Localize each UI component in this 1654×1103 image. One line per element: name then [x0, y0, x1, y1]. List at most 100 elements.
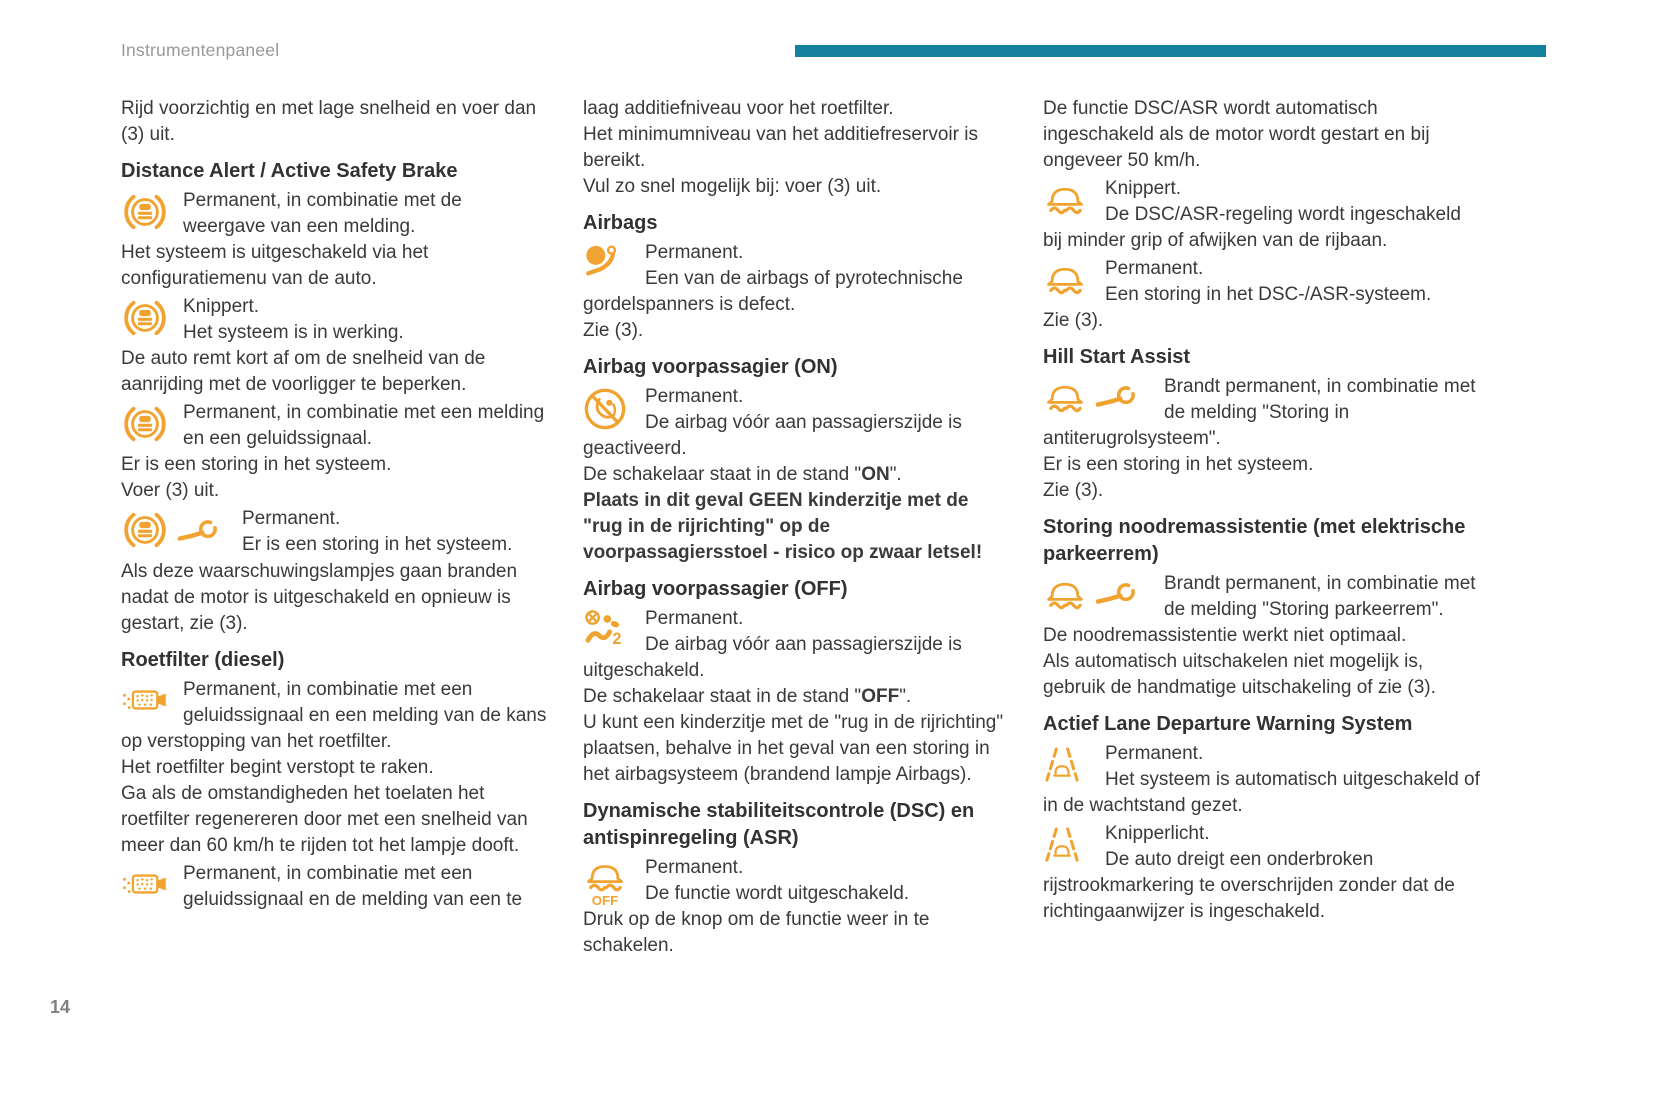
column-1: Rijd voorzichtig en met lage snelheid en…	[121, 96, 547, 913]
dsc-off-icon	[583, 855, 645, 907]
lamp-state: Knipperlicht.	[1105, 823, 1210, 844]
lamp-state: Knippert.	[1105, 178, 1182, 199]
wrench-icon	[176, 517, 218, 552]
lamp-description: Permanent, in combinatie met een geluids…	[183, 863, 523, 910]
lamp-description: Brandt permanent, in combinatie met de m…	[1043, 376, 1476, 449]
paragraph: Als deze waarschuwingslampjes gaan brand…	[121, 561, 518, 634]
lamp-description: Permanent, in combinatie met een geluids…	[121, 679, 547, 752]
lamp-description: Permanent, in combinatie met een melding…	[183, 402, 545, 449]
lamp-description: Het systeem is in werking.	[183, 322, 404, 343]
paragraph: Het minimumniveau van het additiefreserv…	[583, 124, 978, 171]
warning-lamp-item: Permanent. Een van de airbags of pyrotec…	[583, 240, 1013, 318]
paragraph: Druk op de knop om de functie weer in te…	[583, 909, 930, 956]
lane-departure-icon	[1043, 821, 1105, 871]
paragraph: Er is een storing in het systeem.	[121, 454, 392, 475]
warning-lamp-item: Permanent, in combinatie met een geluids…	[121, 861, 547, 913]
section-heading-airbags: Airbags	[583, 212, 658, 234]
lamp-state: Permanent.	[645, 386, 744, 407]
warning-lamp-item: Knippert. De DSC/ASR-regeling wordt inge…	[1043, 176, 1485, 254]
warning-lamp-item: Brandt permanent, in combinatie met de m…	[1043, 571, 1485, 623]
section-heading-airbag-on: Airbag voorpassagier (ON)	[583, 356, 838, 378]
warning-lamp-item: Permanent. De airbag vóór aan passagiers…	[583, 384, 1013, 462]
paragraph: De auto remt kort af om de snelheid van …	[121, 348, 486, 395]
dsc-icon	[1043, 256, 1105, 306]
lamp-description: De auto dreigt een onderbroken rijstrook…	[1043, 849, 1455, 922]
distance-alert-icon	[121, 294, 183, 344]
distance-alert-icon	[121, 188, 183, 238]
paragraph: Voer (3) uit.	[121, 480, 220, 501]
airbag-passenger-on-icon	[583, 384, 645, 434]
lamp-description: De airbag vóór aan passagierszijde is ge…	[583, 412, 962, 459]
paragraph: De functie DSC/ASR wordt automatisch ing…	[1043, 98, 1430, 171]
paragraph: Het systeem is uitgeschakeld via het con…	[121, 242, 429, 289]
paragraph-switch-on: De schakelaar staat in de stand "ON".	[583, 464, 902, 485]
section-heading-lane-departure: Actief Lane Departure Warning System	[1043, 713, 1413, 735]
paragraph-switch-off: De schakelaar staat in de stand "OFF".	[583, 686, 912, 707]
particulate-filter-icon	[121, 861, 183, 911]
warning-lamp-item: Brandt permanent, in combinatie met de m…	[1043, 374, 1485, 452]
airbag-icon	[583, 240, 645, 290]
column-3: De functie DSC/ASR wordt automatisch ing…	[1043, 96, 1485, 925]
lamp-state: Permanent.	[1105, 258, 1204, 279]
paragraph: De noodremassistentie werkt niet optimaa…	[1043, 625, 1407, 646]
lamp-description: Er is een storing in het systeem.	[242, 534, 513, 555]
lamp-description: Permanent, in combinatie met de weergave…	[183, 190, 462, 237]
warning-lamp-item: Permanent. De functie wordt uitgeschakel…	[583, 855, 1013, 907]
lamp-description: De airbag vóór aan passagierszijde is ui…	[583, 634, 962, 681]
lamp-description: Het systeem is automatisch uitgeschakeld…	[1043, 769, 1480, 816]
lamp-description: Een van de airbags of pyrotechnische gor…	[583, 268, 963, 315]
particulate-filter-icon	[121, 677, 183, 727]
warning-lamp-item: Knipperlicht. De auto dreigt een onderbr…	[1043, 821, 1485, 925]
airbag-passenger-off-icon	[583, 606, 645, 656]
paragraph: Rijd voorzichtig en met lage snelheid en…	[121, 98, 537, 145]
lamp-description: De functie wordt uitgeschakeld.	[645, 883, 910, 904]
warning-lamp-item: Permanent. Het systeem is automatisch ui…	[1043, 741, 1485, 819]
accent-bar	[795, 45, 1546, 57]
paragraph: laag additiefniveau voor het roetfilter.	[583, 98, 894, 119]
paragraph: Ga als de omstandigheden het toelaten he…	[121, 783, 528, 856]
dsc-icon	[1043, 176, 1105, 226]
warning-lamp-item: Permanent, in combinatie met de weergave…	[121, 188, 547, 240]
section-heading-noodremassistentie: Storing noodremassistentie (met elektris…	[1043, 516, 1466, 565]
lamp-description: Een storing in het DSC-/ASR-systeem.	[1105, 284, 1432, 305]
warning-lamp-item: Permanent, in combinatie met een geluids…	[121, 677, 547, 755]
page-title: Instrumentenpaneel	[121, 40, 280, 60]
warning-lamp-item: Permanent. De airbag vóór aan passagiers…	[583, 606, 1013, 684]
paragraph: Er is een storing in het systeem.	[1043, 454, 1314, 475]
column-2: laag additiefniveau voor het roetfilter.…	[583, 96, 1013, 959]
lamp-state: Knippert.	[183, 296, 260, 317]
lamp-state: Permanent.	[242, 508, 341, 529]
lamp-state: Permanent.	[645, 857, 744, 878]
dsc-icon	[1043, 574, 1087, 619]
paragraph: Als automatisch uitschakelen niet mogeli…	[1043, 651, 1436, 698]
lane-departure-icon	[1043, 741, 1105, 791]
warning-lamp-item: Permanent. Een storing in het DSC-/ASR-s…	[1043, 256, 1485, 308]
section-heading-hill-start: Hill Start Assist	[1043, 346, 1191, 368]
lamp-state: Permanent.	[1105, 743, 1204, 764]
paragraph: Zie (3).	[583, 320, 644, 341]
page-number: 14	[50, 997, 71, 1017]
paragraph: Het roetfilter begint verstopt te raken.	[121, 757, 434, 778]
lamp-state: Permanent.	[645, 242, 744, 263]
paragraph: Vul zo snel mogelijk bij: voer (3) uit.	[583, 176, 882, 197]
warning-lamp-item: Permanent, in combinatie met een melding…	[121, 400, 547, 452]
distance-alert-icon	[121, 400, 183, 450]
paragraph: U kunt een kinderzitje met de "rug in de…	[583, 712, 1004, 785]
lamp-description: De DSC/ASR-regeling wordt ingeschakeld b…	[1043, 204, 1461, 251]
paragraph: Zie (3).	[1043, 480, 1104, 501]
lamp-state: Permanent.	[645, 608, 744, 629]
warning-lamp-item: Permanent. Er is een storing in het syst…	[121, 506, 547, 558]
warning-lamp-item: Knippert. Het systeem is in werking.	[121, 294, 547, 346]
lamp-description: Brandt permanent, in combinatie met de m…	[1164, 573, 1476, 620]
section-heading-dsc-asr: Dynamische stabiliteitscontrole (DSC) en…	[583, 800, 975, 849]
section-heading-distance-alert: Distance Alert / Active Safety Brake	[121, 160, 458, 182]
wrench-icon	[1094, 383, 1136, 418]
section-heading-airbag-off: Airbag voorpassagier (OFF)	[583, 578, 848, 600]
wrench-icon	[1094, 580, 1136, 615]
section-heading-roetfilter: Roetfilter (diesel)	[121, 649, 285, 671]
distance-alert-icon	[121, 509, 169, 559]
paragraph: Zie (3).	[1043, 310, 1104, 331]
warning-paragraph: Plaats in dit geval GEEN kinderzitje met…	[583, 490, 983, 563]
dsc-icon	[1043, 377, 1087, 422]
